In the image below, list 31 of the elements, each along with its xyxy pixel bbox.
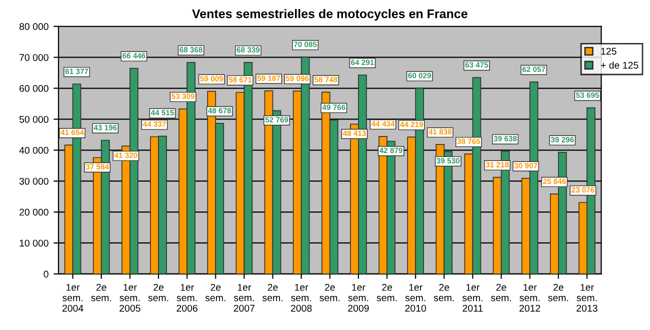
x-tick-label: 1er sem. 2006 [176, 284, 198, 312]
x-tick-label: 1er sem. 2011 [462, 284, 483, 312]
x-tick-label: 2e sem. [320, 284, 340, 302]
y-tick-label: 10 000 [20, 240, 48, 247]
x-tick-label: 1er sem. 2004 [62, 284, 84, 312]
x-tick-label: 2e sem. [434, 284, 454, 302]
y-tick-label: 20 000 [20, 208, 48, 216]
x-tick-label: 1er sem. 2010 [405, 284, 426, 312]
y-tick-label: 0 [44, 270, 48, 278]
y-tick-label: 50 000 [19, 116, 48, 123]
x-tick-label: 2e sem. [376, 284, 397, 302]
y-tick-label: 60 000 [20, 85, 48, 92]
x-tick-label: 1er sem. 2008 [290, 284, 312, 312]
x-tick-label: 1er sem. 2005 [120, 284, 140, 312]
x-tick-label: 2e sem. [262, 284, 282, 302]
x-tick-label: 2e sem. [491, 284, 511, 302]
x-tick-label: 2e sem. [91, 284, 111, 302]
x-tick-label: 2e sem. [205, 284, 226, 302]
y-tick-label: 80 000 [19, 23, 48, 30]
y-tick-label: 30 000 [19, 178, 48, 185]
x-tick-label: 1er sem. 2012 [520, 284, 540, 312]
x-tick-label: 1er sem. 2007 [234, 284, 255, 312]
chart-title: Ventes semestrielles de motocycles en France [192, 9, 468, 21]
y-tick-label: 40 000 [19, 146, 48, 154]
y-tick-label: 70 000 [20, 54, 48, 61]
x-tick-label: 1er sem. 2009 [348, 284, 369, 312]
x-tick-label: 2e sem. [548, 284, 568, 302]
x-tick-label: 1er sem. 2013 [576, 284, 598, 312]
x-tick-label: 2e sem. [148, 284, 168, 302]
legend-label: + de 125 [600, 62, 638, 69]
legend-label: 125 [601, 48, 616, 55]
